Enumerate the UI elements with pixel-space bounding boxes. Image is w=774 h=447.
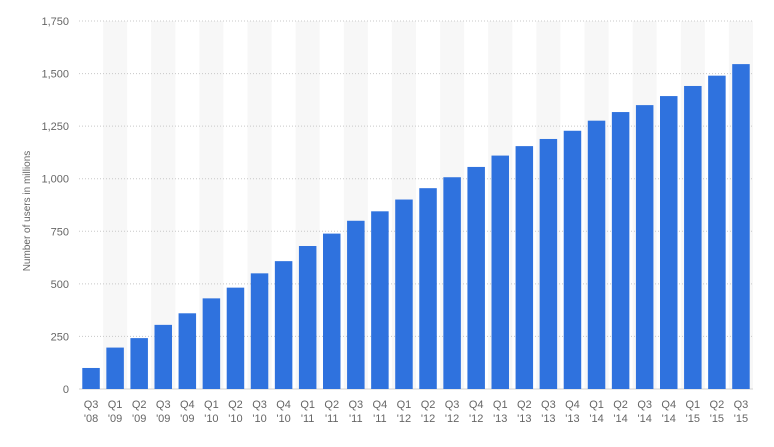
x-tick-label: Q4 <box>565 399 580 411</box>
x-tick-label: Q3 <box>348 399 363 411</box>
bar[interactable] <box>587 120 606 390</box>
x-tick-label: Q1 <box>493 399 508 411</box>
x-tick-label-year: '15 <box>686 413 700 425</box>
x-tick-label: Q3 <box>637 399 652 411</box>
x-tick-label: Q2 <box>421 399 436 411</box>
x-tick-label: Q3 <box>445 399 460 411</box>
x-tick-label-year: '08 <box>84 413 98 425</box>
bar[interactable] <box>347 220 365 389</box>
x-tick-label-year: '12 <box>397 413 411 425</box>
x-tick-label-year: '11 <box>373 413 387 425</box>
bar[interactable] <box>563 130 582 389</box>
x-tick-label-year: '11 <box>301 413 315 425</box>
y-tick-label: 1,500 <box>41 69 69 81</box>
bar[interactable] <box>708 75 726 389</box>
bar[interactable] <box>467 166 485 389</box>
x-tick-label: Q1 <box>204 399 219 411</box>
x-tick-label: Q4 <box>469 399 484 411</box>
y-axis-title: Number of users in millions <box>22 151 33 272</box>
bars <box>82 64 750 390</box>
x-tick-label: Q1 <box>589 399 604 411</box>
x-tick-label-year: '15 <box>734 413 748 425</box>
x-tick-label: Q3 <box>734 399 749 411</box>
x-tick-label-year: '13 <box>565 413 579 425</box>
x-tick-label: Q1 <box>397 399 412 411</box>
x-tick-label: Q4 <box>180 399 195 411</box>
bar[interactable] <box>635 105 654 389</box>
y-tick-label: 250 <box>51 331 69 343</box>
x-tick-label-year: '14 <box>613 413 627 425</box>
x-tick-label: Q3 <box>252 399 267 411</box>
y-axis-ticks: 0 250 500 750 1,000 1,250 1,500 1,750 <box>41 16 69 396</box>
y-tick-label: 1,000 <box>41 174 69 186</box>
x-tick-label: Q1 <box>300 399 315 411</box>
x-tick-label: Q1 <box>685 399 700 411</box>
x-tick-label-year: '10 <box>276 413 290 425</box>
bar[interactable] <box>154 324 173 389</box>
x-tick-label: Q3 <box>541 399 556 411</box>
x-tick-label-year: '12 <box>469 413 483 425</box>
bar[interactable] <box>732 64 750 389</box>
bar[interactable] <box>274 261 293 389</box>
bar[interactable] <box>298 246 317 389</box>
bar[interactable] <box>178 313 197 389</box>
x-tick-label-year: '10 <box>228 413 242 425</box>
x-tick-label-year: '10 <box>252 413 266 425</box>
x-tick-label-year: '09 <box>156 413 170 425</box>
x-tick-label: Q2 <box>613 399 628 411</box>
x-tick-label-year: '14 <box>589 413 603 425</box>
bar[interactable] <box>539 138 558 389</box>
x-axis-ticks: Q3 '08 Q1 '09 Q2 '09 Q3 '09 Q4 '09 Q1 '10 Q2 '10 Q3 '10… <box>84 399 749 425</box>
x-tick-label: Q2 <box>132 399 147 411</box>
x-tick-label: Q4 <box>661 399 676 411</box>
x-tick-label-year: '09 <box>132 413 146 425</box>
bar[interactable] <box>226 287 245 389</box>
background-band <box>103 21 128 389</box>
x-tick-label-year: '11 <box>325 413 339 425</box>
y-tick-label: 500 <box>51 279 69 291</box>
x-tick-label-year: '11 <box>349 413 363 425</box>
x-tick-label: Q2 <box>710 399 725 411</box>
x-tick-label: Q3 <box>84 399 99 411</box>
bar[interactable] <box>323 233 341 389</box>
y-tick-label: 750 <box>51 226 69 238</box>
x-tick-label: Q2 <box>324 399 339 411</box>
bar[interactable] <box>419 188 437 389</box>
x-tick-label: Q4 <box>373 399 388 411</box>
bar[interactable] <box>515 146 534 389</box>
x-tick-label: Q2 <box>228 399 243 411</box>
x-tick-label-year: '12 <box>445 413 459 425</box>
bar[interactable] <box>82 367 100 389</box>
bar[interactable] <box>395 199 413 389</box>
y-tick-label: 0 <box>63 384 69 396</box>
bar[interactable] <box>491 155 510 389</box>
x-tick-label-year: '14 <box>638 413 652 425</box>
x-tick-label-year: '12 <box>421 413 435 425</box>
bar[interactable] <box>443 177 461 389</box>
x-tick-label-year: '13 <box>541 413 555 425</box>
x-tick-label-year: '09 <box>108 413 122 425</box>
x-tick-label: Q1 <box>108 399 123 411</box>
bar[interactable] <box>250 273 269 389</box>
x-tick-label-year: '15 <box>710 413 724 425</box>
y-tick-label: 1,750 <box>41 16 69 28</box>
x-tick-label-year: '13 <box>493 413 507 425</box>
y-tick-label: 1,250 <box>41 121 69 133</box>
x-tick-label: Q4 <box>276 399 291 411</box>
bar[interactable] <box>106 347 124 389</box>
bar[interactable] <box>684 85 702 390</box>
bar[interactable] <box>660 96 678 390</box>
x-tick-label: Q3 <box>156 399 171 411</box>
bar[interactable] <box>130 338 148 389</box>
x-tick-label-year: '13 <box>517 413 531 425</box>
x-tick-label-year: '14 <box>662 413 676 425</box>
bar[interactable] <box>611 112 630 389</box>
x-tick-label: Q2 <box>517 399 532 411</box>
bar[interactable] <box>371 211 389 389</box>
bar[interactable] <box>202 298 221 389</box>
x-tick-label-year: '09 <box>180 413 194 425</box>
x-tick-label-year: '10 <box>204 413 218 425</box>
